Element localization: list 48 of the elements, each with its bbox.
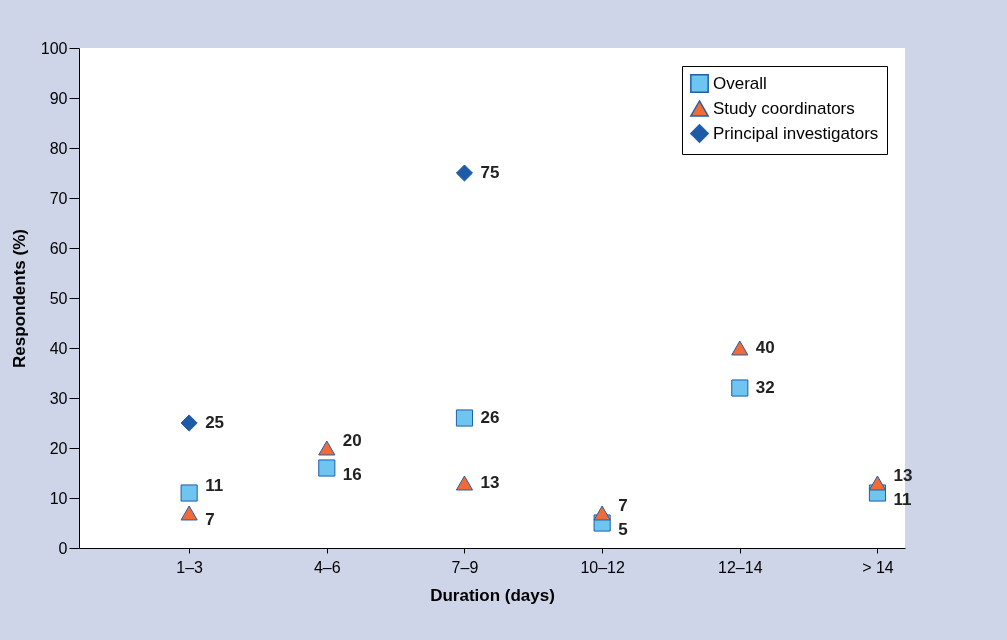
data-label: 7 <box>618 496 628 515</box>
x-tick-label: > 14 <box>862 558 894 576</box>
data-label: 40 <box>755 338 775 357</box>
data-label: 13 <box>480 473 500 492</box>
data-label: 5 <box>618 520 628 539</box>
y-axis-title: Respondents (%) <box>9 229 29 368</box>
point <box>455 164 474 182</box>
data-label: 7 <box>205 510 215 529</box>
point <box>180 505 198 521</box>
data-label: 16 <box>342 465 362 484</box>
point <box>868 475 887 491</box>
point <box>731 379 749 397</box>
legend-label: Study coordinators <box>713 98 855 118</box>
x-tick-label: 10–12 <box>580 558 625 576</box>
data-label: 13 <box>893 466 913 485</box>
point <box>455 409 474 427</box>
y-tick-label: 80 <box>49 139 68 157</box>
legend-label: Overall <box>713 73 767 93</box>
data-label: 75 <box>480 163 500 182</box>
x-tick-label: 12–14 <box>718 558 763 576</box>
data-label: 11 <box>205 476 224 495</box>
point <box>731 340 749 356</box>
y-tick-label: 90 <box>49 89 68 107</box>
point <box>455 475 474 491</box>
y-tick-label: 30 <box>49 389 68 407</box>
data-label: 11 <box>893 490 912 509</box>
y-tick-label: 40 <box>49 339 68 357</box>
x-tick-label: 1–3 <box>176 558 204 576</box>
y-tick-label: 60 <box>49 239 68 257</box>
point <box>180 414 198 432</box>
point <box>318 440 336 456</box>
y-tick-label: 10 <box>49 489 68 507</box>
y-tick-label: 0 <box>58 539 68 557</box>
x-tick-label: 4–6 <box>313 558 341 576</box>
data-label: 20 <box>342 431 362 450</box>
point <box>180 484 198 502</box>
data-label: 25 <box>205 413 225 432</box>
x-tick-label: 7–9 <box>451 558 479 576</box>
y-tick-label: 20 <box>49 439 68 457</box>
data-label: 26 <box>480 408 500 427</box>
legend-label: Principal investigators <box>713 123 879 143</box>
data-label: 32 <box>755 378 775 397</box>
x-axis-title: Duration (days) <box>430 585 555 605</box>
point <box>593 505 611 521</box>
y-tick-label: 100 <box>40 39 68 57</box>
y-tick-label: 50 <box>49 289 68 307</box>
y-tick-label: 70 <box>49 189 68 207</box>
point <box>318 459 336 477</box>
